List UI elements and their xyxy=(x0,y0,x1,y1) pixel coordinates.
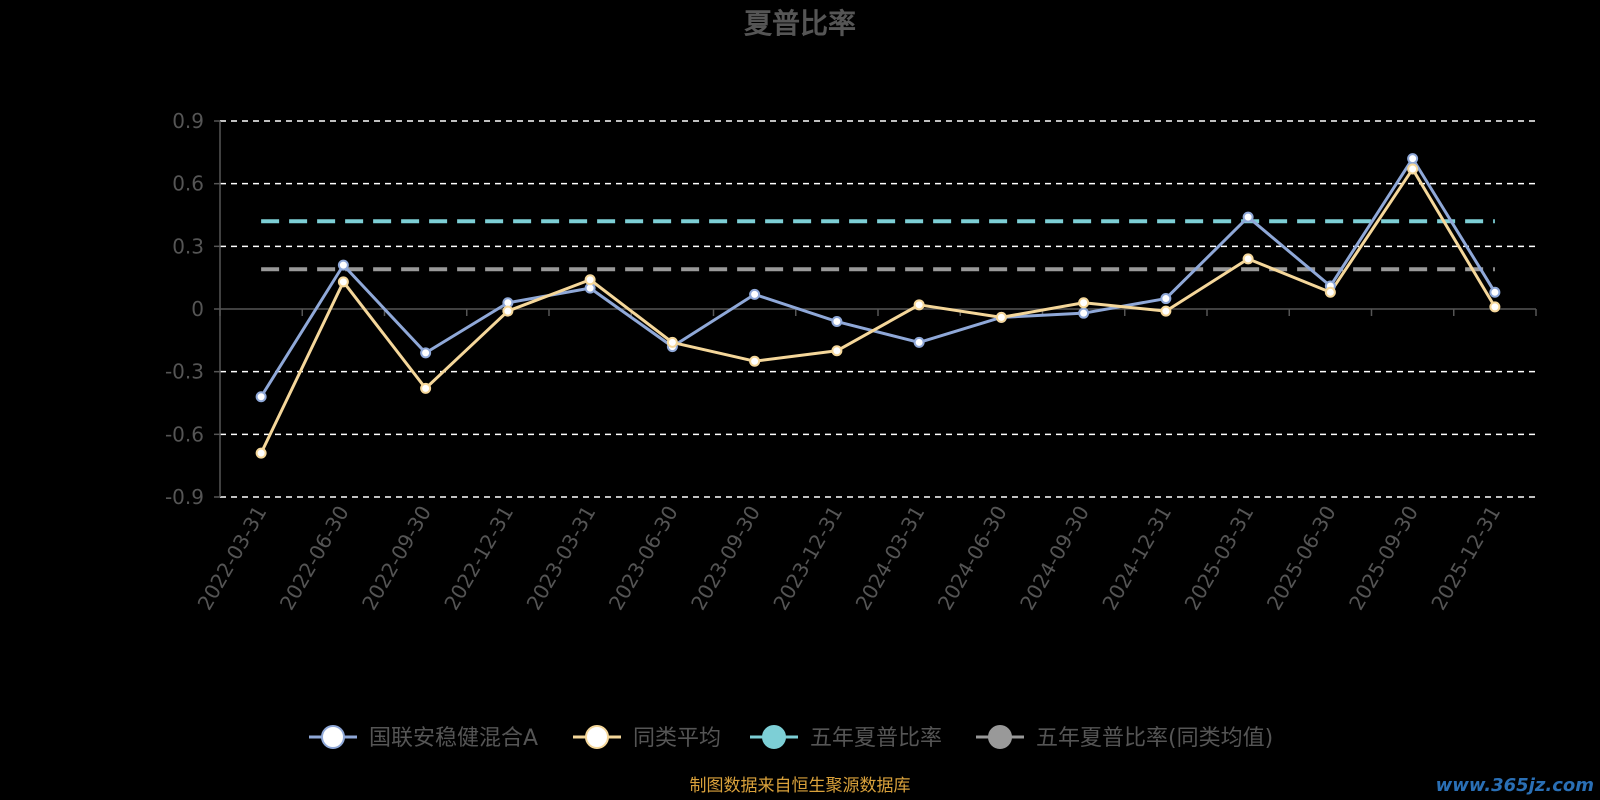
data-point xyxy=(1489,286,1501,298)
legend-marker xyxy=(321,725,345,749)
legend-item[interactable]: 五年夏普比率(同类均值) xyxy=(976,725,1273,751)
x-tick-label: 2023-06-30 xyxy=(604,502,683,615)
x-tick-label: 2025-12-31 xyxy=(1426,502,1505,615)
series-lines xyxy=(255,153,1501,459)
data-point xyxy=(1407,163,1419,175)
data-point xyxy=(420,382,432,394)
x-tick-label: 2023-12-31 xyxy=(768,502,847,615)
x-tick-label: 2025-03-31 xyxy=(1180,502,1259,615)
x-axis-ticks: 2022-03-31 2022-06-30 2022-09-30 2022-12-31… xyxy=(193,502,1506,615)
x-tick-label: 2022-06-30 xyxy=(275,502,354,615)
x-tick-label: 2022-03-31 xyxy=(193,502,272,615)
legend-label: 五年夏普比率 xyxy=(810,726,942,751)
data-point xyxy=(255,391,267,403)
legend-marker xyxy=(762,725,786,749)
data-point xyxy=(255,447,267,459)
x-tick-label: 2025-06-30 xyxy=(1262,502,1341,615)
watermark: www.365jz.com xyxy=(1436,775,1594,796)
data-point xyxy=(831,316,843,328)
data-point xyxy=(420,347,432,359)
y-tick-label: -0.6 xyxy=(165,422,204,446)
data-point xyxy=(1407,153,1419,165)
y-tick-label: 0 xyxy=(191,297,204,321)
x-tick-label: 2023-09-30 xyxy=(686,502,765,615)
x-tick-label: 2022-12-31 xyxy=(439,502,518,615)
data-point xyxy=(1242,211,1254,223)
legend-marker xyxy=(585,725,609,749)
y-tick-label: 0.3 xyxy=(172,234,204,258)
y-axis-ticks: 0.9 0.6 0.3 0 -0.3 -0.6 -0.9 xyxy=(165,109,204,509)
data-source-note: 制图数据来自恒生聚源数据库 xyxy=(690,776,911,796)
legend-label: 国联安稳健混合A xyxy=(369,726,538,751)
x-tick-label: 2024-12-31 xyxy=(1097,502,1176,615)
data-point xyxy=(995,311,1007,323)
data-point xyxy=(1078,307,1090,319)
data-point xyxy=(502,305,514,317)
data-point xyxy=(1160,293,1172,305)
data-point xyxy=(1160,305,1172,317)
x-tick-label: 2024-03-31 xyxy=(851,502,930,615)
legend-label: 五年夏普比率(同类均值) xyxy=(1036,726,1273,751)
legend-marker xyxy=(988,725,1012,749)
y-tick-label: -0.9 xyxy=(165,485,204,509)
data-point xyxy=(831,345,843,357)
data-point xyxy=(749,288,761,300)
y-tick-label: 0.6 xyxy=(172,172,204,196)
data-point xyxy=(913,299,925,311)
axes xyxy=(214,120,1537,498)
reference-lines xyxy=(261,219,1495,272)
legend[interactable]: 国联安稳健混合A 同类平均 五年夏普比率 五年夏普比率(同类均值) xyxy=(309,725,1273,751)
legend-item[interactable]: 同类平均 xyxy=(573,725,721,751)
x-tick-label: 2024-06-30 xyxy=(933,502,1012,615)
data-point xyxy=(749,355,761,367)
data-point xyxy=(1078,297,1090,309)
data-point xyxy=(1324,286,1336,298)
data-point xyxy=(337,259,349,271)
legend-item[interactable]: 五年夏普比率 xyxy=(750,725,942,751)
legend-label: 同类平均 xyxy=(633,726,721,751)
data-point xyxy=(584,274,596,286)
data-point xyxy=(666,336,678,348)
x-tick-label: 2023-03-31 xyxy=(522,502,601,615)
x-tick-label: 2025-09-30 xyxy=(1344,502,1423,615)
series-line xyxy=(259,157,1497,398)
legend-item[interactable]: 国联安稳健混合A xyxy=(309,725,538,751)
series-line xyxy=(259,167,1497,454)
x-tick-label: 2024-09-30 xyxy=(1015,502,1094,615)
y-tick-label: 0.9 xyxy=(172,109,204,133)
data-point xyxy=(913,336,925,348)
data-point xyxy=(1242,253,1254,265)
x-tick-label: 2022-09-30 xyxy=(357,502,436,615)
chart-title: 夏普比率 xyxy=(744,7,856,40)
data-point xyxy=(1489,301,1501,313)
data-point xyxy=(337,276,349,288)
y-tick-label: -0.3 xyxy=(165,360,204,384)
